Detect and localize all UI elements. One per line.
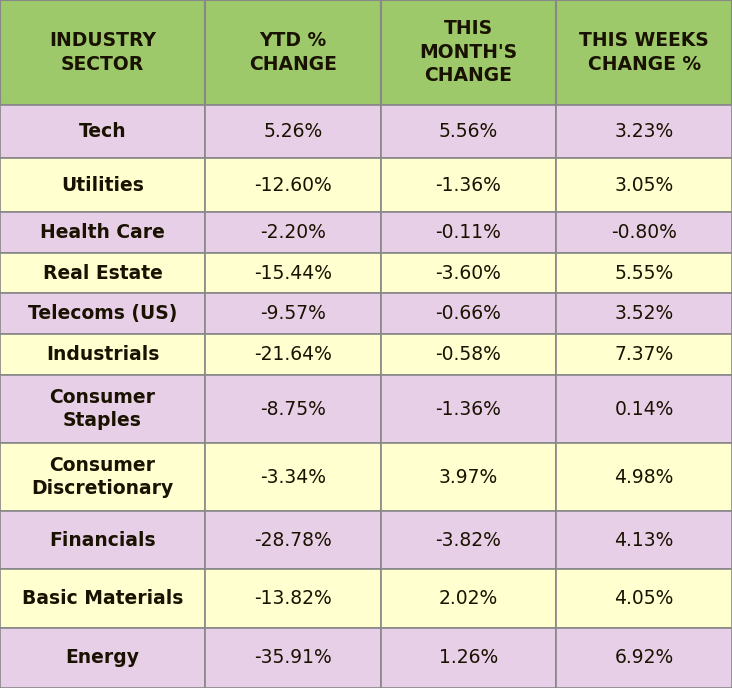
Text: 6.92%: 6.92% [615, 648, 673, 667]
Bar [381, 0, 556, 105]
Bar [0, 627, 205, 688]
Text: -0.11%: -0.11% [436, 223, 501, 241]
Bar [205, 252, 381, 294]
Bar [381, 334, 556, 375]
Bar [556, 570, 732, 627]
Bar [556, 511, 732, 570]
Text: YTD %
CHANGE: YTD % CHANGE [249, 31, 337, 74]
Text: 4.13%: 4.13% [614, 531, 674, 550]
Text: THIS WEEKS
CHANGE %: THIS WEEKS CHANGE % [579, 31, 709, 74]
Text: Tech: Tech [78, 122, 127, 141]
Bar [205, 158, 381, 212]
Text: -3.60%: -3.60% [436, 264, 501, 283]
Text: -0.80%: -0.80% [611, 223, 677, 241]
Text: Utilities: Utilities [61, 175, 144, 195]
Bar [556, 252, 732, 294]
Bar [205, 627, 381, 688]
Bar [381, 252, 556, 294]
Text: -28.78%: -28.78% [254, 531, 332, 550]
Text: 3.52%: 3.52% [615, 304, 673, 323]
Text: -15.44%: -15.44% [254, 264, 332, 283]
Text: -1.36%: -1.36% [436, 175, 501, 195]
Text: Consumer
Discretionary: Consumer Discretionary [31, 456, 173, 498]
Bar [381, 627, 556, 688]
Text: -1.36%: -1.36% [436, 400, 501, 418]
Bar [0, 0, 205, 105]
Text: 3.23%: 3.23% [615, 122, 673, 141]
Bar [556, 334, 732, 375]
Bar [381, 375, 556, 443]
Bar [0, 158, 205, 212]
Text: 5.26%: 5.26% [264, 122, 322, 141]
Text: 4.98%: 4.98% [614, 468, 674, 486]
Bar [0, 212, 205, 252]
Text: 1.26%: 1.26% [439, 648, 498, 667]
Bar [205, 511, 381, 570]
Bar [381, 212, 556, 252]
Bar [381, 443, 556, 511]
Text: -35.91%: -35.91% [254, 648, 332, 667]
Text: Health Care: Health Care [40, 223, 165, 241]
Text: -9.57%: -9.57% [260, 304, 326, 323]
Text: Real Estate: Real Estate [42, 264, 163, 283]
Text: -12.60%: -12.60% [254, 175, 332, 195]
Bar [556, 294, 732, 334]
Text: -13.82%: -13.82% [254, 589, 332, 608]
Bar [381, 294, 556, 334]
Text: 3.97%: 3.97% [439, 468, 498, 486]
Text: -3.34%: -3.34% [260, 468, 326, 486]
Bar [0, 375, 205, 443]
Bar [556, 212, 732, 252]
Bar [381, 570, 556, 627]
Text: 4.05%: 4.05% [614, 589, 674, 608]
Bar [205, 105, 381, 158]
Text: 0.14%: 0.14% [614, 400, 674, 418]
Bar [556, 158, 732, 212]
Text: 5.56%: 5.56% [439, 122, 498, 141]
Bar [0, 334, 205, 375]
Text: -0.58%: -0.58% [436, 345, 501, 364]
Text: -2.20%: -2.20% [260, 223, 326, 241]
Text: Energy: Energy [65, 648, 140, 667]
Text: THIS
MONTH'S
CHANGE: THIS MONTH'S CHANGE [419, 19, 518, 85]
Bar [556, 0, 732, 105]
Bar [205, 443, 381, 511]
Bar [0, 252, 205, 294]
Bar [0, 511, 205, 570]
Text: 7.37%: 7.37% [615, 345, 673, 364]
Bar [205, 0, 381, 105]
Text: Consumer
Staples: Consumer Staples [50, 388, 155, 431]
Text: -3.82%: -3.82% [436, 531, 501, 550]
Bar [0, 294, 205, 334]
Text: Industrials: Industrials [46, 345, 159, 364]
Text: 2.02%: 2.02% [439, 589, 498, 608]
Text: 5.55%: 5.55% [615, 264, 673, 283]
Text: -0.66%: -0.66% [436, 304, 501, 323]
Bar [205, 375, 381, 443]
Text: Basic Materials: Basic Materials [22, 589, 183, 608]
Bar [205, 294, 381, 334]
Bar [556, 443, 732, 511]
Bar [381, 105, 556, 158]
Bar [0, 105, 205, 158]
Bar [205, 212, 381, 252]
Text: -8.75%: -8.75% [260, 400, 326, 418]
Text: Financials: Financials [49, 531, 156, 550]
Bar [556, 105, 732, 158]
Bar [0, 570, 205, 627]
Text: INDUSTRY
SECTOR: INDUSTRY SECTOR [49, 31, 156, 74]
Text: 3.05%: 3.05% [615, 175, 673, 195]
Bar [381, 511, 556, 570]
Bar [556, 627, 732, 688]
Bar [556, 375, 732, 443]
Bar [0, 443, 205, 511]
Text: -21.64%: -21.64% [254, 345, 332, 364]
Bar [205, 570, 381, 627]
Text: Telecoms (US): Telecoms (US) [28, 304, 177, 323]
Bar [205, 334, 381, 375]
Bar [381, 158, 556, 212]
